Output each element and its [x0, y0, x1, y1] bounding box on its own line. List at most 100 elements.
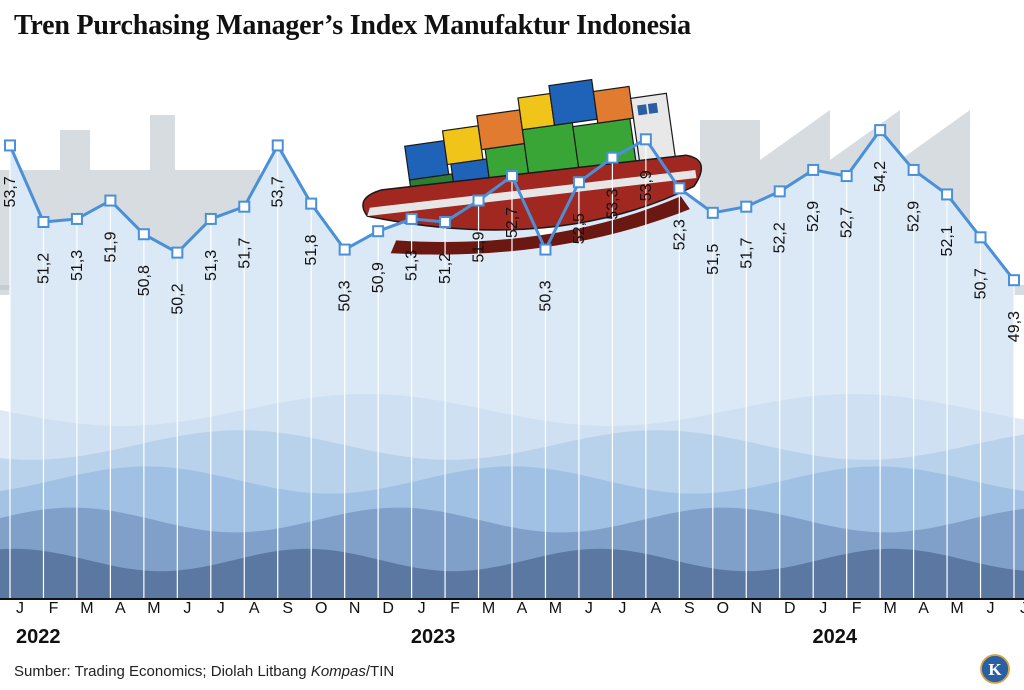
year-label: 2023 — [411, 626, 456, 649]
value-label: 53,3 — [604, 188, 621, 219]
month-label: J — [618, 600, 626, 618]
value-label: 52,2 — [772, 222, 789, 253]
data-marker — [741, 202, 751, 212]
month-label: J — [183, 600, 191, 618]
data-marker — [38, 217, 48, 227]
value-label: 50,7 — [973, 268, 990, 299]
data-marker — [105, 196, 115, 206]
month-label: F — [450, 600, 460, 618]
month-label: M — [482, 600, 495, 618]
value-label: 49,3 — [1006, 311, 1023, 342]
month-label: J — [819, 600, 827, 618]
data-marker — [5, 140, 15, 150]
value-label: 52,3 — [671, 219, 688, 250]
month-label: M — [147, 600, 160, 618]
chart-svg: 53,751,251,351,950,850,251,351,753,751,8… — [0, 50, 1024, 600]
month-label: S — [684, 600, 695, 618]
data-marker — [641, 134, 651, 144]
data-marker — [239, 202, 249, 212]
month-label: D — [382, 600, 394, 618]
data-marker — [440, 217, 450, 227]
value-label: 50,3 — [537, 280, 554, 311]
data-marker — [875, 125, 885, 135]
month-label: D — [784, 600, 796, 618]
data-marker — [507, 171, 517, 181]
value-label: 51,9 — [102, 231, 119, 262]
source-line: Sumber: Trading Economics; Diolah Litban… — [14, 663, 394, 680]
month-label: S — [282, 600, 293, 618]
data-marker — [340, 245, 350, 255]
value-label: 51,7 — [236, 237, 253, 268]
kompas-logo: K — [980, 654, 1010, 684]
source-italic: Kompas — [311, 663, 366, 680]
month-label: A — [115, 600, 126, 618]
month-label: M — [80, 600, 93, 618]
month-label: J — [585, 600, 593, 618]
month-label: J — [217, 600, 225, 618]
month-label: J — [1020, 600, 1024, 618]
source-suffix: /TIN — [366, 663, 394, 680]
value-label: 51,9 — [471, 231, 488, 262]
value-label: 51,2 — [437, 253, 454, 284]
month-label: A — [517, 600, 528, 618]
x-axis-years: 2022 2023 2024 — [10, 626, 1014, 650]
value-label: 51,3 — [69, 250, 86, 281]
x-axis-months: JFMAMJJASONDJFMAMJJASONDJFMAMJJ — [10, 600, 1014, 622]
year-label: 2022 — [16, 626, 61, 649]
month-label: A — [651, 600, 662, 618]
month-label: O — [315, 600, 327, 618]
data-marker — [674, 183, 684, 193]
month-label: M — [950, 600, 963, 618]
value-label: 50,3 — [337, 280, 354, 311]
month-label: M — [883, 600, 896, 618]
data-marker — [306, 199, 316, 209]
chart-title: Tren Purchasing Manager’s Index Manufakt… — [14, 10, 691, 42]
value-label: 52,1 — [939, 225, 956, 256]
data-marker — [976, 232, 986, 242]
year-label: 2024 — [812, 626, 857, 649]
data-marker — [842, 171, 852, 181]
month-label: A — [918, 600, 929, 618]
value-label: 51,5 — [705, 244, 722, 275]
data-marker — [574, 177, 584, 187]
data-marker — [206, 214, 216, 224]
month-label: N — [750, 600, 762, 618]
data-marker — [909, 165, 919, 175]
month-label: A — [249, 600, 260, 618]
chart-area: 53,751,251,351,950,850,251,351,753,751,8… — [0, 50, 1024, 600]
data-marker — [942, 189, 952, 199]
value-label: 53,7 — [2, 176, 19, 207]
value-label: 51,3 — [203, 250, 220, 281]
value-label: 54,2 — [872, 161, 889, 192]
value-label: 52,7 — [839, 207, 856, 238]
data-marker — [1009, 275, 1019, 285]
value-label: 50,8 — [136, 265, 153, 296]
value-label: 52,5 — [571, 213, 588, 244]
month-label: F — [852, 600, 862, 618]
data-marker — [808, 165, 818, 175]
value-label: 52,7 — [504, 207, 521, 238]
data-marker — [172, 248, 182, 258]
value-label: 53,7 — [270, 176, 287, 207]
data-marker — [775, 186, 785, 196]
month-label: O — [717, 600, 729, 618]
value-label: 53,9 — [638, 170, 655, 201]
value-label: 52,9 — [805, 201, 822, 232]
data-marker — [474, 196, 484, 206]
value-label: 50,9 — [370, 262, 387, 293]
data-marker — [373, 226, 383, 236]
value-label: 51,3 — [404, 250, 421, 281]
month-label: J — [16, 600, 24, 618]
value-label: 52,9 — [906, 201, 923, 232]
month-label: J — [987, 600, 995, 618]
data-marker — [273, 140, 283, 150]
data-marker — [407, 214, 417, 224]
value-label: 51,7 — [738, 237, 755, 268]
value-label: 50,2 — [169, 283, 186, 314]
data-marker — [139, 229, 149, 239]
data-marker — [607, 153, 617, 163]
month-label: F — [49, 600, 59, 618]
month-label: J — [418, 600, 426, 618]
source-prefix: Sumber: Trading Economics; Diolah Litban… — [14, 663, 311, 680]
data-marker — [72, 214, 82, 224]
